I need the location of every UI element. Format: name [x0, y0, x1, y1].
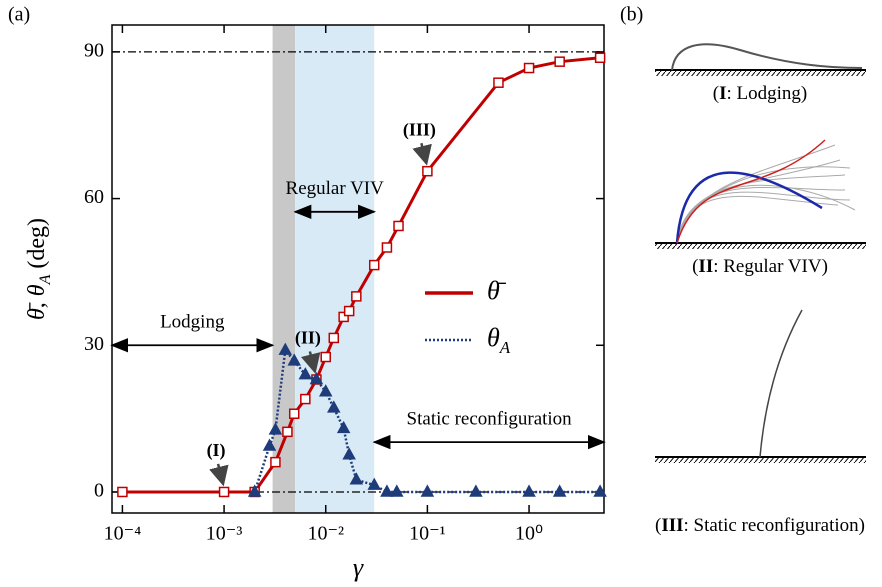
marker — [523, 62, 535, 74]
marker — [343, 305, 355, 317]
marker — [368, 259, 380, 271]
caption-part: : Regular VIV) — [713, 256, 828, 277]
caption-part: : Lodging) — [726, 83, 807, 104]
marker — [247, 484, 262, 497]
caption-part: I — [719, 83, 726, 104]
marker — [282, 426, 293, 438]
marker — [270, 456, 281, 468]
legend-label: θ̄ — [487, 276, 507, 305]
marker — [218, 486, 230, 498]
range-label: Regular VIV — [286, 178, 385, 199]
shaded-region — [272, 25, 296, 513]
marker — [336, 420, 351, 434]
panel-b-drawings — [655, 43, 866, 463]
marker — [390, 484, 404, 497]
legend-name: θ — [487, 323, 500, 352]
y-tick-label: 0 — [94, 480, 104, 502]
plot-frame — [111, 24, 605, 514]
callout-label: (II) — [295, 328, 321, 349]
y-axis-label: θ̄, θA (deg) — [24, 218, 55, 320]
marker — [328, 332, 340, 344]
marker — [422, 165, 433, 177]
marker — [393, 220, 404, 232]
callout-arrow — [412, 142, 432, 166]
panel-label: (b) — [620, 4, 643, 26]
marker — [287, 353, 302, 366]
marker — [554, 56, 565, 67]
caption: (I: Lodging) — [713, 83, 807, 104]
marker — [469, 484, 483, 497]
caption-part: II — [698, 256, 713, 277]
marker — [268, 422, 283, 435]
x-tick-label: 10⁻¹ — [409, 523, 446, 545]
x-tick-label: 10⁻³ — [206, 523, 243, 545]
caption-part: ( — [713, 83, 719, 104]
legend-name: θ̄ — [487, 276, 507, 305]
x-tick-label: 10⁰ — [515, 523, 543, 545]
marker — [318, 384, 333, 397]
caption-part: : Static reconfiguration) — [684, 515, 866, 536]
y-axis-label-part: (deg) — [24, 218, 50, 275]
callout-label: (III) — [403, 119, 436, 140]
marker — [522, 484, 536, 497]
marker — [278, 342, 293, 355]
caption: (II: Regular VIV) — [692, 256, 828, 277]
marker — [300, 393, 311, 405]
callout-arrow — [300, 351, 321, 374]
y-axis-label-part: , — [24, 296, 50, 308]
x-tick-label: 10⁻² — [307, 523, 344, 545]
marker — [262, 438, 277, 451]
marker — [552, 484, 567, 497]
callout-arrow — [209, 463, 229, 487]
y-tick-label: 60 — [84, 186, 104, 208]
caption: (III: Static reconfiguration) — [655, 515, 865, 536]
legend-label: θA — [487, 323, 511, 357]
panel-b-captions: (I: Lodging)(II: Regular VIV)(III: Stati… — [655, 83, 865, 536]
range-label: Lodging — [160, 312, 225, 333]
caption-part: ( — [692, 256, 698, 277]
x-axis-label: γ — [353, 553, 364, 582]
panel-label: (a) — [8, 4, 30, 26]
marker — [594, 52, 606, 64]
caption-part: ( — [655, 515, 661, 536]
shaded-region — [295, 25, 375, 513]
marker — [380, 484, 394, 497]
y-tick-label: 30 — [84, 333, 104, 355]
y-axis-label-part: A — [37, 274, 54, 285]
callout-label: (I) — [207, 440, 226, 461]
marker — [493, 77, 504, 88]
marker — [327, 400, 341, 413]
y-tick-label: 90 — [84, 39, 104, 61]
legend-subscript: A — [499, 338, 511, 357]
y-axis-label-part: θ — [24, 284, 50, 296]
marker — [381, 242, 393, 253]
marker — [342, 447, 356, 460]
range-label: Static reconfiguration — [407, 408, 573, 429]
marker — [288, 408, 300, 419]
marker — [593, 484, 607, 497]
marker — [351, 291, 362, 302]
marker — [338, 311, 349, 323]
marker — [349, 472, 364, 485]
marker — [117, 486, 128, 498]
marker — [420, 484, 435, 497]
marker — [320, 351, 331, 363]
marker — [367, 477, 382, 490]
x-tick-label: 10⁻⁴ — [104, 523, 142, 545]
caption-part: III — [661, 515, 683, 536]
marker — [309, 371, 324, 385]
